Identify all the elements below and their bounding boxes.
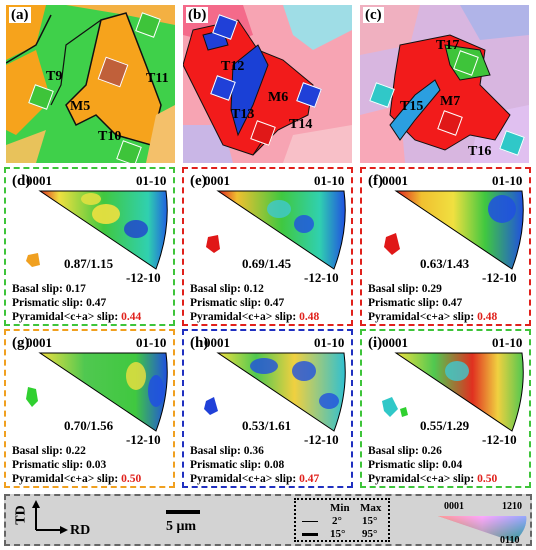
schmid-ratio: 0.87/1.15 [64,256,114,271]
twin-label: T14 [289,117,313,132]
basal-slip: Basal slip: 0.29 [368,283,442,295]
row2-min: 15° [330,528,346,540]
pyramidal-slip: Pyramidal<c+a> slip: 0.47 [190,473,320,485]
pyramidal-slip: Pyramidal<c+a> slip: 0.50 [12,473,142,485]
prismatic-slip: Prismatic slip: 0.04 [368,459,463,471]
panel-label: (a) [9,7,31,23]
pyramidal-slip: Pyramidal<c+a> slip: 0.48 [190,311,320,323]
twin-label: M6 [268,90,289,105]
pyramidal-slip: Pyramidal<c+a> slip: 0.50 [368,473,498,485]
prismatic-slip: Prismatic slip: 0.47 [12,297,107,309]
td-label: TD [13,505,29,525]
panel-label: (e) [188,173,209,189]
basal-slip: Basal slip: 0.22 [12,445,86,457]
panel-label: (f) [366,173,385,189]
ebsd-map-b: (b) T12 T13 M6 T14 [183,5,352,163]
pole-01-10: 01-10 [492,335,523,350]
pole-0001: 0001 [382,335,408,350]
panel-label: (d) [10,173,33,189]
ipf-figure [26,352,168,432]
prismatic-slip: Prismatic slip: 0.03 [12,459,107,471]
pole-0001: 0001 [204,173,230,188]
axes-arrows [32,500,68,534]
scale-bar-label: 5 μm [166,519,197,534]
pole-12-10: -12-10 [482,432,517,447]
row2-max: 95° [362,528,378,540]
twin-label: T13 [231,107,255,122]
max-header: Max [360,502,382,514]
pole-12-10: -12-10 [126,270,161,285]
ipf-figure [206,190,346,270]
pole-0001: 0001 [26,335,52,350]
panel-label: (g) [10,335,32,351]
min-header: Min [330,502,350,514]
pole-01-10: 01-10 [314,335,345,350]
scale-bar [166,510,200,514]
basal-slip: Basal slip: 0.17 [12,283,86,295]
twin-label: T9 [46,69,63,84]
twin-label: T12 [221,59,245,74]
pyramidal-slip: Pyramidal<c+a> slip: 0.44 [12,311,142,323]
basal-slip: Basal slip: 0.26 [368,445,442,457]
prismatic-slip: Prismatic slip: 0.47 [368,297,463,309]
pole-01-10: 01-10 [136,335,167,350]
pole-01-10: 01-10 [314,173,345,188]
twin-label: T11 [146,71,169,86]
ipf-panel-i: (i) 0001 01-10 -12-10 0.55/1.29 Basal sl… [360,329,531,488]
pole-12-10: -12-10 [126,432,161,447]
panel-label: (b) [186,7,209,23]
ebsd-map-a: (a) T9 M5 T11 T10 [6,5,175,163]
row1-min: 2° [332,515,342,527]
pole-0001: 0001 [204,335,230,350]
twin-label: T10 [98,129,122,144]
twin-label: T15 [400,99,424,114]
key-1210: 1210 [502,501,522,512]
key-0001: 0001 [444,501,464,512]
row1-max: 15° [362,515,378,527]
ipf-figure [382,352,524,432]
pole-0001: 0001 [26,173,52,188]
basal-slip: Basal slip: 0.12 [190,283,264,295]
pole-01-10: 01-10 [136,173,167,188]
ipf-panel-e: (e) 0001 01-10 -12-10 0.69/1.45 Basal sl… [182,167,353,326]
pole-12-10: -12-10 [482,270,517,285]
ipf-panel-d: (d) 0001 01-10 -12-10 0.87/1.15 Basal sl… [4,167,175,326]
panel-label: (h) [188,335,211,351]
panel-label: (c) [363,7,384,23]
map-c-image [360,5,529,163]
twin-label: T16 [468,144,492,159]
boundary-legend: Min Max 2° 15° 15° 95° [294,498,390,542]
ipf-figure [26,190,168,270]
line-thick [302,533,318,536]
ipf-panel-f: (f) 0001 01-10 -12-10 0.63/1.43 Basal sl… [360,167,531,326]
ipf-figure [384,190,524,270]
pole-12-10: -12-10 [304,432,339,447]
ipf-panel-h: (h) 0001 01-10 -12-10 0.53/1.61 Basal sl… [182,329,353,488]
pyramidal-slip: Pyramidal<c+a> slip: 0.48 [368,311,498,323]
rd-label: RD [70,523,91,538]
ipf-figure [204,352,346,432]
key-0110: 0110 [500,535,520,546]
prismatic-slip: Prismatic slip: 0.47 [190,297,285,309]
schmid-ratio: 0.70/1.56 [64,418,114,433]
ebsd-map-c: (c) T17 T15 M7 T16 [360,5,529,163]
schmid-ratio: 0.53/1.61 [242,418,292,433]
schmid-ratio: 0.55/1.29 [420,418,470,433]
pole-01-10: 01-10 [492,173,523,188]
prismatic-slip: Prismatic slip: 0.08 [190,459,285,471]
legend-strip: TD RD 5 μm Min Max 2° 15° 15° 95° 0001 1… [4,494,532,546]
basal-slip: Basal slip: 0.36 [190,445,264,457]
panel-label: (i) [366,335,385,351]
twin-label: M7 [440,94,461,109]
schmid-ratio: 0.69/1.45 [242,256,292,271]
ipf-panel-g: (g) 0001 01-10 -12-10 0.70/1.56 Basal sl… [4,329,175,488]
twin-label: M5 [70,99,91,114]
twin-label: T17 [436,38,460,53]
pole-0001: 0001 [382,173,408,188]
pole-12-10: -12-10 [304,270,339,285]
schmid-ratio: 0.63/1.43 [420,256,470,271]
line-thin [302,521,318,522]
ipf-color-key [438,516,527,542]
